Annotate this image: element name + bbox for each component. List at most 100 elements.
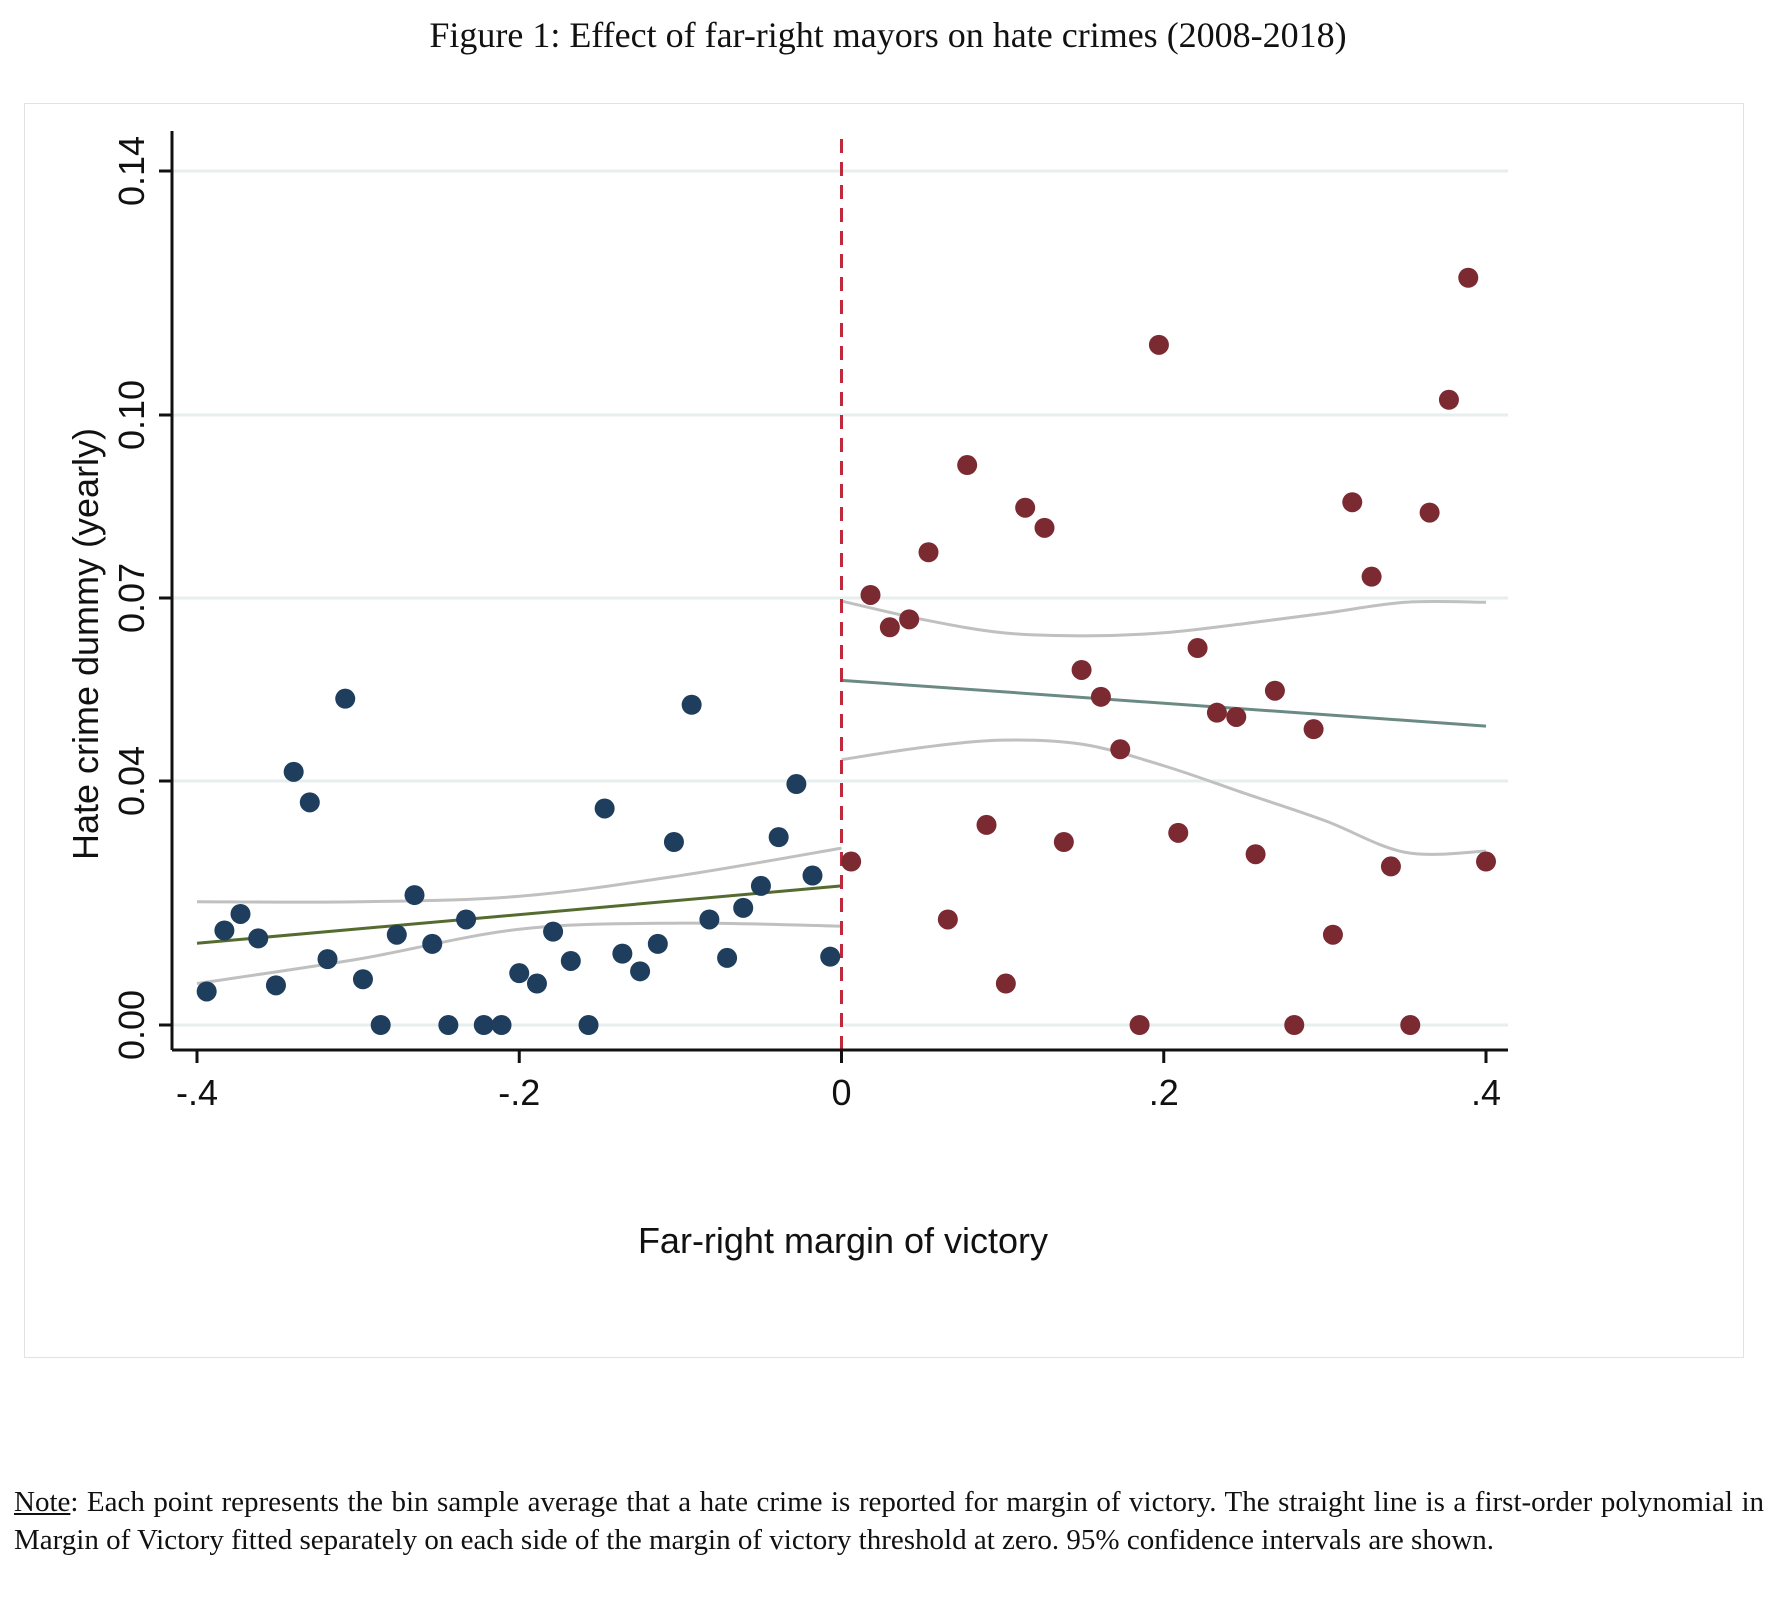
left-data-point <box>509 963 530 984</box>
x-tick-label: -.4 <box>176 1072 218 1113</box>
left-data-point <box>802 865 823 886</box>
right-data-point <box>1071 659 1092 680</box>
right-data-point <box>1264 680 1285 701</box>
right-data-point <box>918 542 939 563</box>
left-ci-lower <box>196 921 842 986</box>
right-data-point <box>1226 706 1247 727</box>
left-data-point <box>786 774 807 795</box>
left-data-point <box>681 694 702 715</box>
scatter-chart: -.4 -.2 0 .2 .4 0.00 0.04 0.07 0.10 0.14 Far-righ… <box>24 103 1744 1358</box>
chart-background <box>24 103 1744 1358</box>
y-axis-label: Hate crime dummy (yearly) <box>65 428 106 860</box>
right-data-point <box>957 455 978 476</box>
right-data-point <box>1168 822 1189 843</box>
y-tick-label: 0.07 <box>111 563 152 633</box>
right-data-point <box>1438 389 1459 410</box>
right-data-point <box>1380 856 1401 877</box>
left-data-point <box>750 875 771 896</box>
fit-lines <box>196 678 1487 945</box>
left-data-point <box>370 1015 391 1035</box>
right-data-point <box>1090 686 1111 707</box>
right-data-point <box>879 617 900 638</box>
left-data-point <box>491 1015 512 1035</box>
right-data-point <box>1303 719 1324 740</box>
y-tick-label: 0.10 <box>111 380 152 450</box>
left-data-point <box>248 928 269 949</box>
x-axis-label: Far-right margin of victory <box>638 1220 1048 1261</box>
right-data-point <box>1458 267 1479 288</box>
right-data-point <box>1015 497 1036 518</box>
left-data-point <box>663 832 684 852</box>
left-data-point <box>594 798 615 819</box>
right-data-point <box>1342 492 1363 513</box>
x-tick-label: .4 <box>1471 1072 1501 1113</box>
left-data-point <box>560 950 581 971</box>
left-data-point <box>612 943 633 964</box>
left-data-point <box>630 961 651 982</box>
y-tick-label: 0.04 <box>111 746 152 816</box>
right-ci-upper <box>841 599 1487 638</box>
left-data-point <box>283 761 304 782</box>
left-data-point <box>352 969 373 990</box>
right-data-point <box>1284 1015 1305 1035</box>
left-data-point <box>196 981 217 1002</box>
note-text: : Each point represents the bin sample a… <box>14 1486 1764 1556</box>
right-data-point <box>937 909 958 930</box>
right-data-point <box>1245 844 1266 865</box>
confidence-intervals <box>196 599 1487 986</box>
right-data-point <box>1322 924 1343 945</box>
left-data-point <box>386 924 407 945</box>
right-data-point <box>1400 1015 1421 1035</box>
axes: -.4 -.2 0 .2 .4 0.00 0.04 0.07 0.10 0.14 <box>111 131 1508 1113</box>
left-data-point <box>768 827 789 848</box>
right-fit-line <box>841 678 1487 728</box>
right-data-point <box>1053 832 1074 852</box>
right-data-point <box>976 814 997 835</box>
left-data-point <box>317 949 338 970</box>
x-tick-label: .2 <box>1149 1072 1179 1113</box>
right-data-point <box>860 584 881 605</box>
chart-panel: -.4 -.2 0 .2 .4 0.00 0.04 0.07 0.10 0.14 Far-righ… <box>24 103 1744 1358</box>
left-data-point <box>473 1015 494 1035</box>
right-data-point <box>1206 702 1227 723</box>
x-tick-label: -.2 <box>498 1072 540 1113</box>
right-data-point <box>899 609 920 630</box>
left-data-point <box>543 921 564 942</box>
right-data-point <box>1419 502 1440 523</box>
left-data-point <box>526 973 547 994</box>
left-data-point <box>578 1015 599 1035</box>
left-data-point <box>717 947 738 968</box>
left-data-point <box>299 792 320 813</box>
left-data-point <box>733 897 754 918</box>
x-tick-label: 0 <box>831 1072 851 1113</box>
left-data-point <box>699 909 720 930</box>
left-data-point <box>647 933 668 954</box>
right-data-point <box>1034 517 1055 538</box>
left-data-point <box>335 688 356 709</box>
note-label: Note <box>14 1486 71 1518</box>
right-data-point <box>1361 566 1382 587</box>
right-data-point <box>1110 739 1131 760</box>
left-data-point <box>230 903 251 924</box>
right-data-point <box>1476 851 1496 872</box>
right-data-point <box>1148 334 1169 355</box>
left-data-point <box>422 933 443 954</box>
y-tick-label: 0.00 <box>111 990 152 1060</box>
left-data-point <box>438 1015 459 1035</box>
right-ci-lower <box>841 738 1487 856</box>
left-data-point <box>214 920 235 941</box>
figure-title: Figure 1: Effect of far-right mayors on … <box>429 15 1347 55</box>
left-fit-line <box>196 884 842 945</box>
right-data-point <box>1187 638 1208 659</box>
right-data-point <box>1129 1015 1150 1035</box>
data-points <box>196 267 1496 1035</box>
left-data-point <box>404 885 425 906</box>
left-data-point <box>456 909 477 930</box>
right-data-point <box>995 973 1016 994</box>
left-data-point <box>820 946 841 967</box>
left-data-point <box>265 975 286 996</box>
left-ci-upper <box>196 846 842 904</box>
figure-note: Note: Each point represents the bin samp… <box>14 1483 1764 1559</box>
right-data-point <box>841 851 862 872</box>
y-tick-label: 0.14 <box>111 136 152 206</box>
